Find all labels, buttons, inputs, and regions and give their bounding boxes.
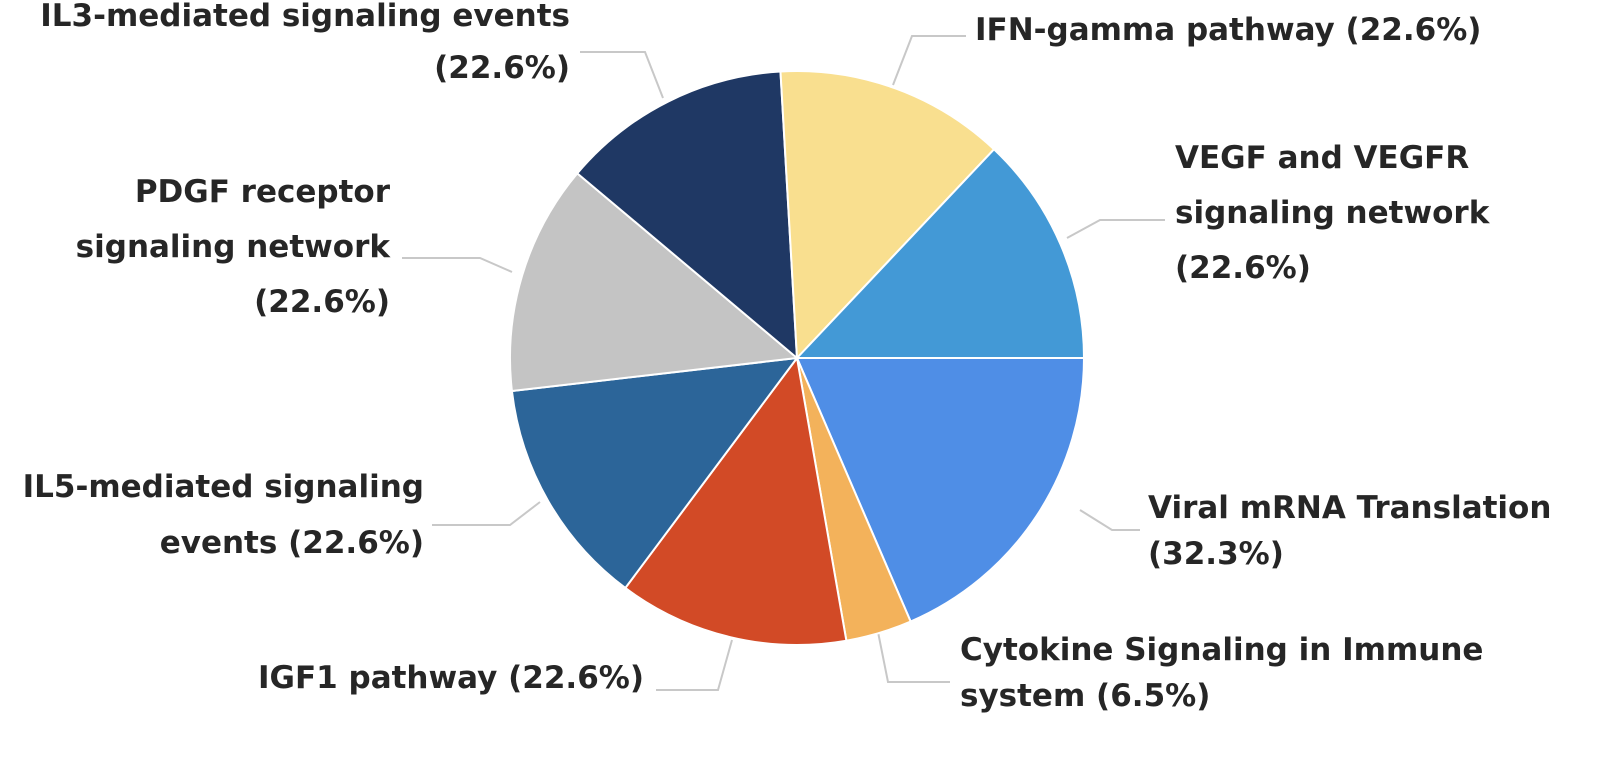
pie-slice: [779, 70, 996, 361]
leader-lines: [402, 35, 1165, 691]
slice-label-line: IL3-mediated signaling events: [40, 0, 570, 34]
slice-labels: Viral mRNA Translation (32.3%) Cytokine Si…: [23, 0, 1552, 714]
leader-line: [877, 631, 950, 683]
slice-label-line: (22.6%): [254, 284, 390, 320]
leader-line: [656, 639, 733, 691]
slice-label-line: (22.6%): [1175, 250, 1311, 286]
slice-label-line: IGF1 pathway (22.6%): [258, 660, 644, 696]
pie-slice: [575, 70, 799, 361]
slice-label: Viral mRNA Translation (32.3%): [1148, 490, 1551, 572]
pie-slice: [623, 355, 848, 646]
leader-line: [1079, 509, 1140, 531]
slice-label-line: signaling network: [76, 229, 392, 265]
slice-label-line: system (6.5%): [960, 678, 1210, 714]
pie-slice: [510, 356, 800, 590]
pie-slices: [509, 70, 1086, 646]
leader-line: [402, 257, 513, 273]
slice-label: Cytokine Signaling in Immune system (6.5%…: [960, 632, 1483, 714]
pie-slice: [509, 171, 800, 393]
slice-label-line: Viral mRNA Translation: [1148, 490, 1551, 526]
leader-line: [1066, 219, 1165, 239]
pie-slice: [795, 357, 1086, 623]
slice-label: IL5-mediated signaling events (22.6%): [23, 469, 424, 561]
slice-label-line: IL5-mediated signaling: [23, 469, 424, 505]
slice-label-line: (22.6%): [434, 50, 570, 86]
slice-label-line: signaling network: [1175, 195, 1491, 231]
slice-label-line: PDGF receptor: [135, 174, 391, 210]
slice-label-line: (32.3%): [1148, 536, 1284, 572]
slice-label-line: events (22.6%): [160, 525, 424, 561]
leader-line: [892, 35, 966, 86]
pie-slice: [794, 147, 1086, 359]
slice-label: IGF1 pathway (22.6%): [258, 660, 644, 696]
slice-label-line: Cytokine Signaling in Immune: [960, 632, 1483, 668]
slice-label-line: VEGF and VEGFR: [1175, 140, 1469, 176]
leader-line: [432, 501, 541, 526]
slice-label: VEGF and VEGFR signaling network (22.6%): [1175, 140, 1491, 286]
slice-label: IL3-mediated signaling events (22.6%): [40, 0, 570, 86]
slice-label: IFN-gamma pathway (22.6%): [975, 12, 1481, 48]
slice-label: PDGF receptor signaling network (22.6%): [76, 174, 392, 320]
leader-line: [580, 51, 664, 99]
slice-label-line: IFN-gamma pathway (22.6%): [975, 12, 1481, 48]
